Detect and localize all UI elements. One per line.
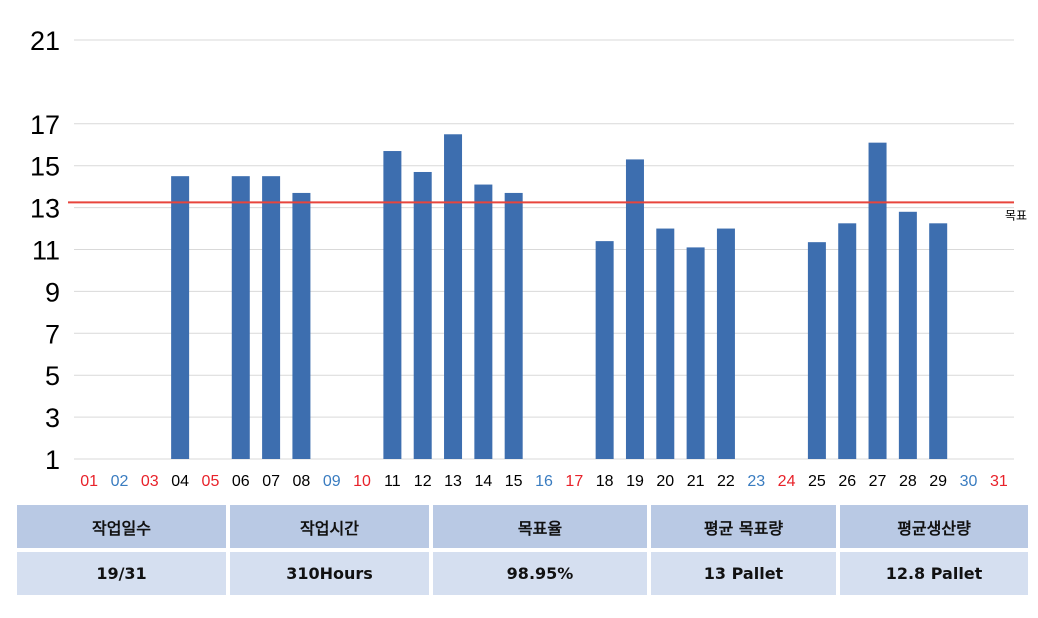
x-tick-label: 30 (960, 473, 978, 490)
x-tick-label: 06 (232, 473, 250, 490)
y-tick-label: 17 (30, 110, 60, 140)
bar (716, 228, 735, 459)
bar (898, 211, 917, 459)
value-target-rate: 98.95% (433, 552, 647, 595)
value-avg-production: 12.8 Pallet (840, 552, 1028, 595)
x-tick-label: 29 (929, 473, 947, 490)
header-avg-target: 평균 목표량 (651, 505, 836, 548)
x-tick-label: 10 (353, 473, 371, 490)
x-tick-label: 22 (717, 473, 735, 490)
x-tick-label: 03 (141, 473, 159, 490)
x-tick-label: 25 (808, 473, 826, 490)
x-tick-label: 17 (565, 473, 583, 490)
y-tick-label: 5 (45, 361, 60, 391)
x-tick-label: 11 (384, 473, 401, 490)
bar (625, 159, 644, 460)
x-tick-label: 15 (505, 473, 523, 490)
x-tick-label: 04 (171, 473, 189, 490)
header-avg-production: 평균생산량 (840, 505, 1028, 548)
value-avg-target: 13 Pallet (651, 552, 836, 595)
bar (231, 176, 250, 460)
header-target-rate: 목표율 (433, 505, 647, 548)
bar (171, 176, 190, 460)
bar (413, 171, 432, 460)
x-tick-label: 21 (687, 473, 705, 490)
y-tick-label: 11 (32, 236, 60, 266)
x-tick-label: 20 (656, 473, 674, 490)
bar (474, 184, 493, 459)
gridlines (74, 39, 1014, 460)
x-tick-label: 27 (869, 473, 887, 490)
x-tick-label: 01 (80, 473, 98, 490)
summary-value-row: 19/31 310Hours 98.95% 13 Pallet 12.8 Pal… (17, 552, 1028, 595)
bars (171, 134, 948, 460)
target-label: 목표 (1005, 208, 1027, 222)
x-tick-label: 28 (899, 473, 917, 490)
bar (686, 247, 705, 459)
y-tick-label: 15 (30, 152, 60, 182)
summary-table: 작업일수 작업시간 목표율 평균 목표량 평균생산량 19/31 310Hour… (17, 505, 1028, 599)
bar (292, 192, 311, 459)
x-tick-label: 19 (626, 473, 644, 490)
bar (807, 242, 826, 459)
x-tick-label: 24 (778, 473, 796, 490)
x-tick-label: 05 (202, 473, 220, 490)
target-line-group: 목표 (68, 201, 1027, 222)
x-tick-label: 07 (262, 473, 280, 490)
y-tick-label: 9 (45, 277, 60, 307)
bar (868, 142, 887, 459)
x-tick-label: 08 (293, 473, 311, 490)
x-tick-label: 23 (747, 473, 765, 490)
x-tick-label: 14 (474, 473, 492, 490)
x-tick-label: 18 (596, 473, 614, 490)
bar (929, 223, 948, 459)
x-tick-label: 26 (838, 473, 856, 490)
y-tick-label: 13 (30, 194, 60, 224)
bar (383, 151, 402, 459)
bar (262, 176, 281, 460)
bar (656, 228, 675, 459)
bar (504, 192, 523, 459)
bar (444, 134, 463, 459)
x-tick-label: 13 (444, 473, 462, 490)
x-tick-label: 31 (990, 473, 1008, 490)
summary-header-row: 작업일수 작업시간 목표율 평균 목표량 평균생산량 (17, 505, 1028, 548)
y-tick-label: 1 (45, 445, 60, 475)
y-tick-label: 7 (45, 319, 60, 349)
x-axis-ticks: 01 02 03 04 05 06 07 08 09 10 11 12 13 14 15 16 17 18 19 20… (80, 473, 1008, 490)
value-work-hours: 310Hours (230, 552, 429, 595)
value-work-days: 19/31 (17, 552, 226, 595)
x-tick-label: 09 (323, 473, 341, 490)
x-tick-label: 16 (535, 473, 553, 490)
header-work-days: 작업일수 (17, 505, 226, 548)
y-tick-label: 21 (30, 26, 60, 56)
x-tick-label: 12 (414, 473, 432, 490)
x-tick-label: 02 (111, 473, 129, 490)
header-work-hours: 작업시간 (230, 505, 429, 548)
bar (595, 241, 614, 459)
bar (838, 223, 857, 459)
y-tick-label: 3 (45, 403, 60, 433)
